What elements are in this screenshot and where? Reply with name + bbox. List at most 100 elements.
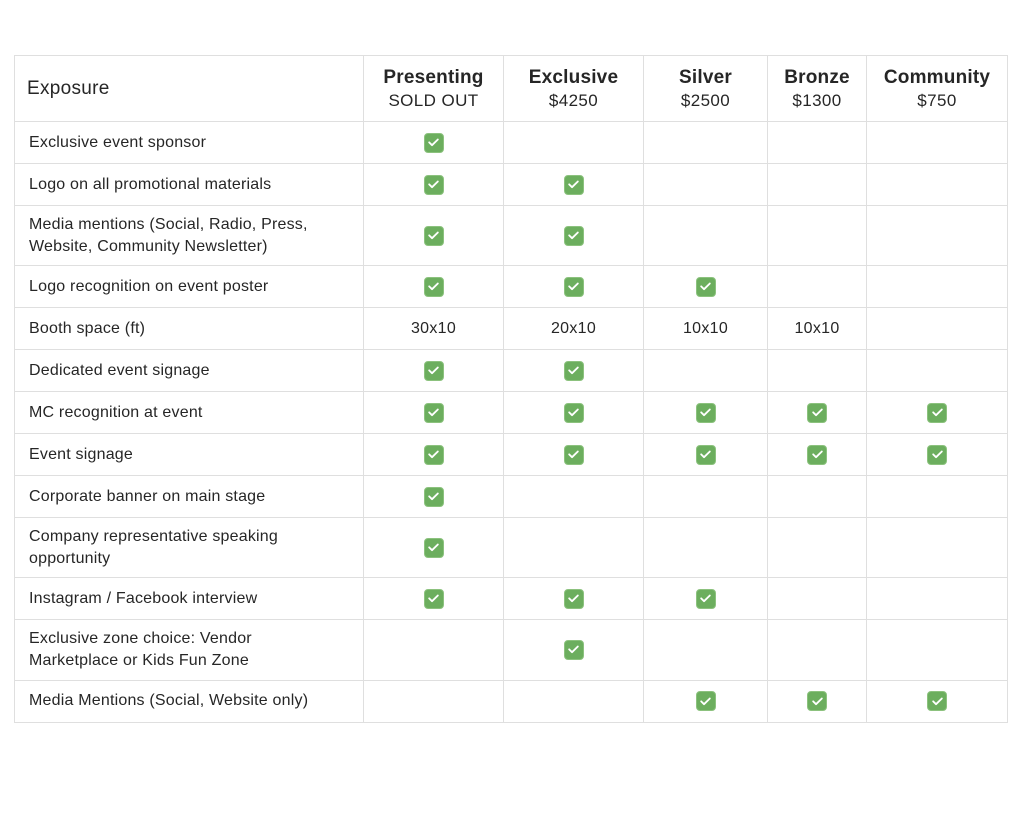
checkmark-icon bbox=[807, 402, 827, 423]
table-row: Logo recognition on event poster bbox=[14, 265, 1008, 309]
feature-cell bbox=[643, 517, 768, 579]
feature-cell bbox=[643, 121, 768, 164]
table-row: Dedicated event signage bbox=[14, 349, 1008, 393]
tier-price: $4250 bbox=[548, 91, 599, 111]
tier-name: Exclusive bbox=[528, 66, 619, 88]
feature-cell-check bbox=[643, 265, 768, 309]
checkmark-icon bbox=[423, 402, 444, 423]
tier-name: Silver bbox=[679, 66, 732, 88]
tier-price: $1300 bbox=[792, 91, 842, 111]
feature-cell bbox=[767, 577, 867, 621]
checkmark-icon bbox=[927, 402, 947, 423]
table-body: Exclusive event sponsor Logo on all promo… bbox=[14, 121, 1008, 723]
feature-label: Media Mentions (Social, Website only) bbox=[14, 679, 364, 723]
feature-cell bbox=[643, 349, 768, 393]
tier-price: $2500 bbox=[680, 91, 731, 111]
feature-cell bbox=[767, 619, 867, 681]
checkmark-icon bbox=[695, 588, 716, 609]
feature-cell bbox=[866, 577, 1008, 621]
feature-cell: 20x10 bbox=[503, 307, 644, 351]
tier-header-bronze: Bronze $1300 bbox=[767, 55, 867, 122]
checkmark-icon bbox=[563, 276, 584, 297]
checkmark-icon bbox=[695, 444, 716, 465]
feature-cell-check bbox=[767, 679, 867, 723]
feature-cell-check bbox=[767, 433, 867, 477]
feature-cell-check bbox=[363, 265, 504, 309]
feature-cell bbox=[643, 619, 768, 681]
feature-cell bbox=[866, 349, 1008, 393]
table-row: Logo on all promotional materials bbox=[14, 163, 1008, 206]
tier-header-exclusive: Exclusive $4250 bbox=[503, 55, 644, 122]
feature-cell-check bbox=[643, 679, 768, 723]
feature-cell-check bbox=[503, 204, 644, 267]
tier-header-presenting: Presenting SOLD OUT bbox=[363, 55, 504, 122]
feature-cell bbox=[866, 163, 1008, 206]
feature-label: Corporate banner on main stage bbox=[14, 475, 364, 519]
feature-cell-check bbox=[866, 433, 1008, 477]
feature-cell bbox=[643, 204, 768, 267]
tier-price: SOLD OUT bbox=[388, 91, 479, 111]
feature-cell bbox=[363, 679, 504, 723]
checkmark-icon bbox=[423, 225, 444, 246]
feature-cell bbox=[363, 619, 504, 681]
feature-cell-check bbox=[503, 391, 644, 435]
feature-label: Exclusive zone choice: Vendor Marketplac… bbox=[14, 619, 364, 681]
table-row: Exclusive event sponsor bbox=[14, 121, 1008, 164]
checkmark-icon bbox=[563, 360, 584, 381]
feature-cell-check bbox=[363, 517, 504, 579]
table-row: Company representative speaking opportun… bbox=[14, 517, 1008, 579]
checkmark-icon bbox=[927, 444, 947, 465]
tier-name: Community bbox=[883, 66, 991, 88]
feature-cell bbox=[866, 265, 1008, 309]
feature-cell bbox=[503, 517, 644, 579]
table-row: MC recognition at event bbox=[14, 391, 1008, 435]
feature-label: Event signage bbox=[14, 433, 364, 477]
checkmark-icon bbox=[423, 537, 444, 558]
feature-cell-check bbox=[363, 349, 504, 393]
checkmark-icon bbox=[423, 588, 444, 609]
feature-cell-check bbox=[503, 349, 644, 393]
feature-cell-check bbox=[866, 391, 1008, 435]
tier-name: Presenting bbox=[383, 66, 484, 88]
feature-cell bbox=[503, 121, 644, 164]
checkmark-icon bbox=[807, 691, 827, 712]
feature-label: MC recognition at event bbox=[14, 391, 364, 435]
feature-cell-check bbox=[643, 433, 768, 477]
feature-cell bbox=[643, 475, 768, 519]
checkmark-icon bbox=[563, 444, 584, 465]
checkmark-icon bbox=[563, 588, 584, 609]
checkmark-icon bbox=[563, 225, 584, 246]
checkmark-icon bbox=[807, 444, 827, 465]
table-row: Instagram / Facebook interview bbox=[14, 577, 1008, 621]
checkmark-icon bbox=[423, 174, 444, 195]
feature-cell bbox=[866, 517, 1008, 579]
feature-label: Exclusive event sponsor bbox=[14, 121, 364, 164]
feature-label: Media mentions (Social, Radio, Press, We… bbox=[14, 204, 364, 267]
tier-price: $750 bbox=[917, 91, 957, 111]
table-row: Media Mentions (Social, Website only) bbox=[14, 679, 1008, 723]
feature-cell bbox=[866, 121, 1008, 164]
table-row: Booth space (ft) 30x10 20x10 10x10 10x10 bbox=[14, 307, 1008, 351]
feature-cell bbox=[866, 307, 1008, 351]
feature-cell-check bbox=[503, 577, 644, 621]
feature-cell-check bbox=[503, 163, 644, 206]
checkmark-icon bbox=[423, 444, 444, 465]
checkmark-icon bbox=[563, 174, 584, 195]
feature-cell-check bbox=[643, 577, 768, 621]
feature-cell-check bbox=[363, 433, 504, 477]
feature-cell: 30x10 bbox=[363, 307, 504, 351]
feature-cell bbox=[767, 163, 867, 206]
feature-cell-check bbox=[503, 619, 644, 681]
feature-cell bbox=[767, 475, 867, 519]
checkmark-icon bbox=[423, 360, 444, 381]
feature-cell bbox=[767, 265, 867, 309]
checkmark-icon bbox=[927, 691, 947, 712]
feature-label: Logo on all promotional materials bbox=[14, 163, 364, 206]
feature-cell: 10x10 bbox=[643, 307, 768, 351]
feature-cell bbox=[866, 204, 1008, 267]
table-row: Corporate banner on main stage bbox=[14, 475, 1008, 519]
tier-header-community: Community $750 bbox=[866, 55, 1008, 122]
feature-label: Instagram / Facebook interview bbox=[14, 577, 364, 621]
tier-name: Bronze bbox=[784, 66, 850, 88]
feature-cell-check bbox=[363, 475, 504, 519]
